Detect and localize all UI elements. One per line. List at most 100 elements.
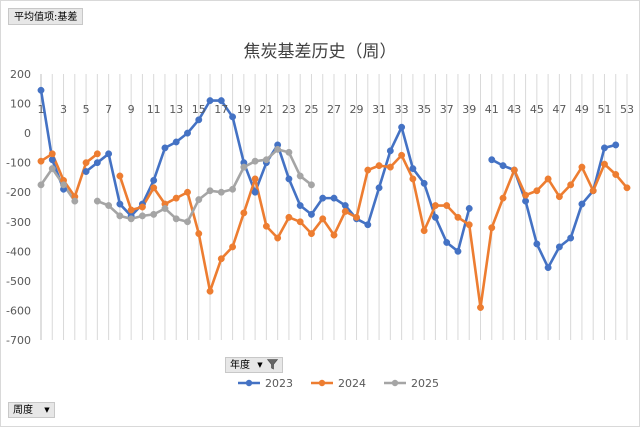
data-point-2024 [116, 172, 124, 180]
y-tick-label: -100 [6, 157, 31, 170]
data-point-2024 [37, 157, 45, 165]
data-point-2023 [488, 156, 496, 164]
data-point-2024 [296, 218, 304, 226]
data-point-2023 [330, 194, 338, 202]
data-point-2025 [37, 181, 45, 189]
data-point-2023 [229, 113, 237, 121]
x-tick-label: 13 [169, 103, 183, 116]
x-tick-label: 11 [147, 103, 161, 116]
data-point-2024 [488, 224, 496, 232]
data-point-2025 [229, 185, 237, 193]
data-point-2024 [409, 175, 417, 183]
data-point-2025 [251, 157, 259, 165]
data-point-2023 [454, 247, 462, 255]
data-point-2025 [217, 188, 225, 196]
legend-label-2024[interactable]: 2024 [338, 377, 366, 390]
data-point-2024 [522, 191, 530, 199]
data-point-2025 [206, 187, 214, 195]
y-tick-label: -200 [6, 186, 31, 199]
data-point-2023 [409, 165, 417, 173]
value-field-label: 平均值项:基差 [14, 12, 78, 23]
data-point-2024 [48, 150, 56, 158]
data-point-2023 [48, 156, 56, 164]
data-point-2024 [555, 193, 563, 201]
data-point-2024 [127, 206, 135, 214]
data-point-2023 [431, 213, 439, 221]
value-field-button[interactable]: 平均值项:基差 [8, 8, 84, 25]
legend-field-button[interactable]: 年度 ▼ [225, 357, 283, 373]
data-point-2024 [398, 151, 406, 159]
x-tick-label: 35 [417, 103, 431, 116]
data-point-2024 [229, 243, 237, 251]
x-tick-label: 47 [552, 103, 566, 116]
data-point-2023 [116, 200, 124, 208]
data-point-2025 [184, 218, 191, 226]
data-point-2024 [82, 159, 90, 167]
data-point-2024 [601, 160, 608, 168]
data-point-2023 [285, 175, 293, 183]
legend-marker-2025 [391, 379, 399, 387]
data-point-2024 [623, 184, 631, 192]
y-tick-label: -300 [6, 216, 31, 229]
data-point-2023 [398, 123, 406, 131]
series-line-2024 [118, 153, 628, 309]
data-point-2024 [589, 187, 597, 195]
data-point-2025 [105, 202, 113, 209]
data-point-2024 [240, 209, 248, 217]
x-tick-label: 29 [350, 103, 364, 116]
data-point-2024 [138, 203, 146, 211]
data-point-2024 [465, 221, 473, 229]
data-point-2024 [567, 181, 575, 189]
data-point-2023 [499, 162, 507, 170]
data-point-2025 [71, 197, 79, 205]
data-point-2024 [454, 213, 462, 221]
data-point-2024 [612, 171, 620, 178]
x-tick-label: 41 [485, 103, 499, 116]
y-tick-label: -500 [6, 275, 31, 288]
data-point-2023 [217, 97, 225, 105]
data-point-2025 [285, 148, 293, 156]
data-point-2024 [319, 215, 327, 223]
data-point-2023 [184, 129, 191, 137]
series-line-2025 [39, 167, 76, 202]
chart-title: 焦炭基差历史（周） [243, 42, 397, 62]
data-point-2024 [499, 194, 507, 202]
data-point-2024 [206, 287, 214, 295]
data-point-2023 [93, 159, 101, 167]
data-point-2023 [443, 239, 451, 246]
data-point-2023 [296, 202, 304, 209]
data-point-2023 [364, 221, 372, 229]
dropdown-arrow-icon: ▼ [44, 406, 50, 414]
data-point-2024 [443, 202, 451, 209]
data-point-2024 [262, 222, 270, 230]
data-point-2024 [172, 194, 180, 202]
legend-marker-2024 [318, 379, 326, 387]
legend-label-2025[interactable]: 2025 [411, 377, 439, 390]
data-point-2025 [127, 215, 135, 223]
x-tick-label: 19 [237, 103, 251, 116]
data-point-2023 [150, 176, 158, 184]
data-point-2024 [217, 255, 225, 263]
data-point-2024 [341, 207, 349, 215]
x-tick-label: 31 [372, 103, 386, 116]
legend-label-2023[interactable]: 2023 [265, 377, 293, 390]
filter-icon [266, 359, 278, 370]
data-point-2023 [82, 168, 90, 175]
x-tick-label: 53 [620, 103, 634, 116]
axis-field-button[interactable]: 周度 ▼ [8, 402, 55, 418]
y-tick-label: -700 [6, 334, 31, 347]
data-point-2024 [533, 187, 541, 195]
data-point-2025 [138, 212, 146, 220]
data-point-2023 [105, 150, 113, 158]
data-point-2023 [375, 184, 383, 192]
data-point-2025 [161, 205, 169, 212]
legend-marker-2023 [245, 379, 253, 387]
data-point-2025 [60, 181, 67, 189]
data-point-2025 [116, 212, 124, 220]
y-tick-label: -600 [6, 304, 31, 317]
data-point-2023 [601, 144, 608, 152]
data-point-2023 [522, 197, 530, 205]
x-tick-label: 5 [83, 103, 90, 116]
